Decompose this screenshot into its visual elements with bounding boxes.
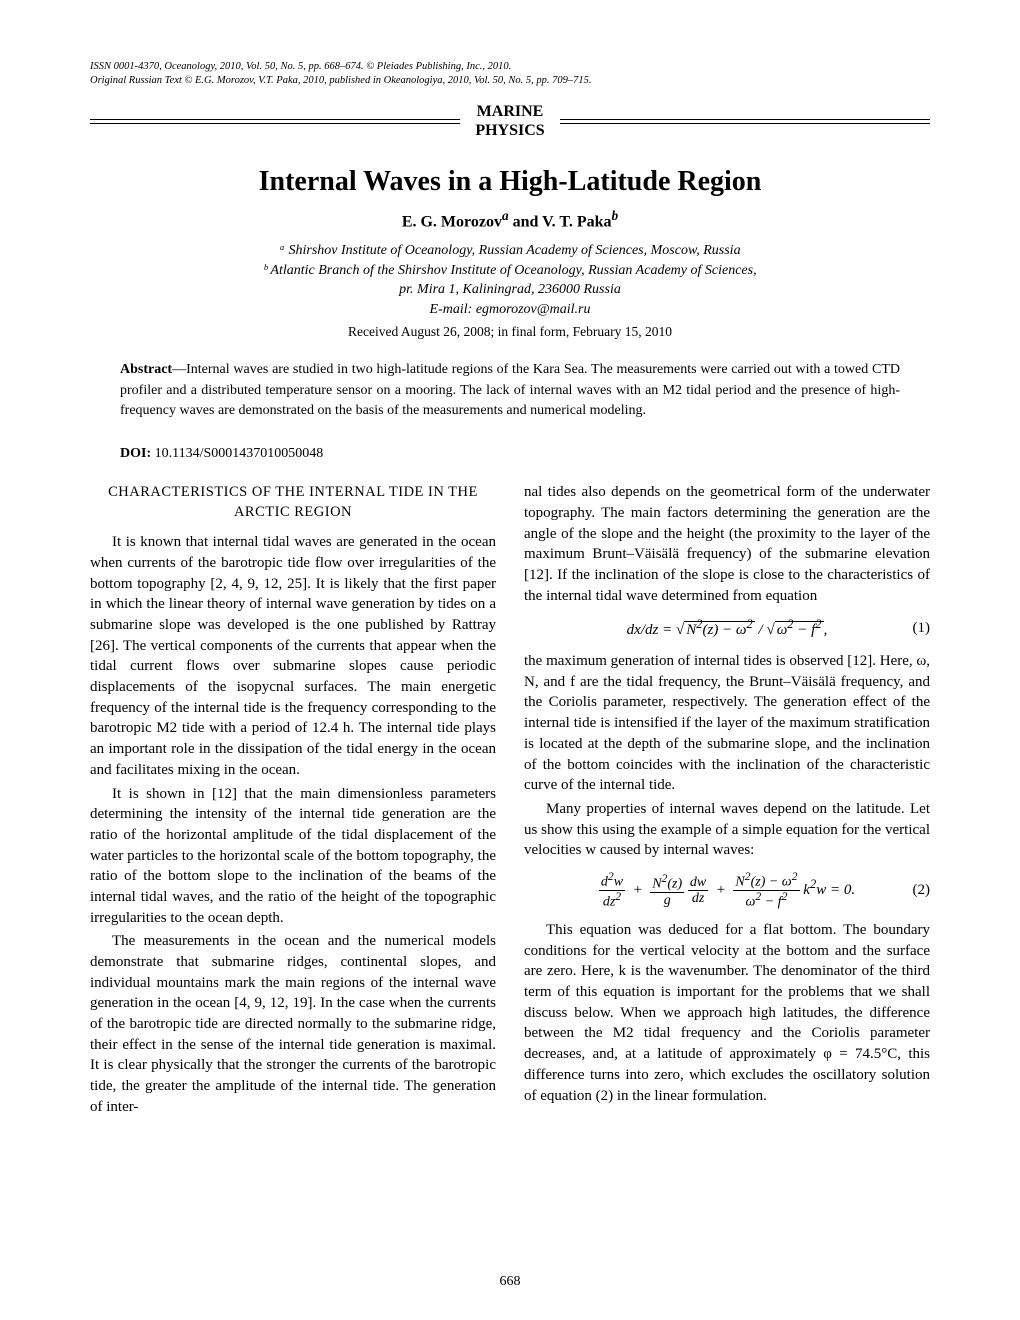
issn-line-2: Original Russian Text © E.G. Morozov, V.… [90, 75, 592, 86]
eq2-body: d2wdz2 + N2(z)g dwdz + N2(z) − ω2ω2 − f2… [599, 871, 855, 910]
divider-left [90, 119, 460, 124]
left-p3: The measurements in the ocean and the nu… [90, 931, 496, 1117]
issn-metadata: ISSN 0001-4370, Oceanology, 2010, Vol. 5… [90, 60, 930, 87]
doi-value: 10.1134/S0001437010050048 [155, 446, 324, 461]
left-p1: It is known that internal tidal waves ar… [90, 532, 496, 780]
section-label: MARINE PHYSICS [460, 102, 559, 140]
doi-label: DOI: [120, 446, 151, 461]
eq2-number: (2) [913, 880, 931, 901]
left-heading: CHARACTERISTICS OF THE INTERNAL TIDE IN … [90, 482, 496, 522]
eq1-number: (1) [913, 618, 931, 639]
right-p1: nal tides also depends on the geometrica… [524, 482, 930, 606]
page-number: 668 [0, 1274, 1020, 1290]
article-title: Internal Waves in a High-Latitude Region [90, 166, 930, 198]
affiliations: ᵃ Shirshov Institute of Oceanology, Russ… [90, 241, 930, 319]
issn-line-1: ISSN 0001-4370, Oceanology, 2010, Vol. 5… [90, 61, 511, 72]
affiliation-email: E-mail: egmorozov@mail.ru [90, 300, 930, 320]
affiliation-a: ᵃ Shirshov Institute of Oceanology, Russ… [90, 241, 930, 261]
abstract-label: Abstract [120, 362, 172, 377]
right-p3: Many properties of internal waves depend… [524, 799, 930, 861]
doi-block: DOI: 10.1134/S0001437010050048 [120, 446, 900, 462]
divider-right [560, 119, 930, 124]
right-p2: the maximum generation of internal tides… [524, 651, 930, 796]
authors: E. G. Morozova and V. T. Pakab [90, 208, 930, 231]
section-divider: MARINE PHYSICS [90, 102, 930, 140]
left-p2: It is shown in [12] that the main dimens… [90, 784, 496, 929]
eq1-body: dx/dz = √N2(z) − ω2 / √ω2 − f2, [627, 616, 828, 641]
received-date: Received August 26, 2008; in final form,… [90, 324, 930, 340]
affiliation-addr: pr. Mira 1, Kaliningrad, 236000 Russia [90, 280, 930, 300]
body-columns: CHARACTERISTICS OF THE INTERNAL TIDE IN … [90, 482, 930, 1120]
affiliation-b: ᵇ Atlantic Branch of the Shirshov Instit… [90, 261, 930, 281]
equation-2: d2wdz2 + N2(z)g dwdz + N2(z) − ω2ω2 − f2… [524, 871, 930, 910]
section-line2: PHYSICS [475, 122, 544, 139]
right-column: nal tides also depends on the geometrica… [524, 482, 930, 1120]
left-column: CHARACTERISTICS OF THE INTERNAL TIDE IN … [90, 482, 496, 1120]
section-line1: MARINE [477, 103, 544, 120]
right-p4: This equation was deduced for a flat bot… [524, 920, 930, 1106]
abstract-text: —Internal waves are studied in two high-… [120, 362, 900, 418]
abstract-block: Abstract—Internal waves are studied in t… [120, 360, 900, 421]
equation-1: dx/dz = √N2(z) − ω2 / √ω2 − f2, (1) [524, 616, 930, 641]
